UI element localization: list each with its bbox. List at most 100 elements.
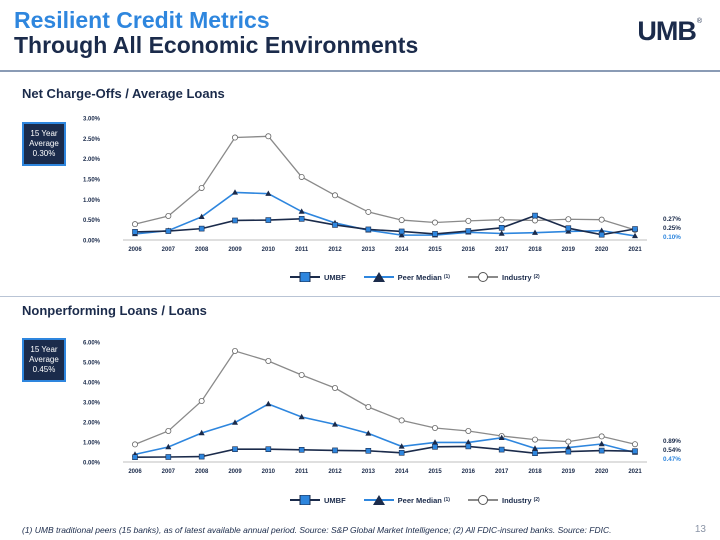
chart1-umbf-point [132,229,138,235]
chart1-x-tick-label: 2007 [162,247,176,253]
footnote: (1) UMB traditional peers (15 banks), as… [22,525,612,535]
chart1-callout-value: 0.30% [32,149,56,158]
chart1-umbf-point [232,217,238,224]
chart1-umbf-point [332,222,338,228]
chart2-umbf-point [398,450,405,456]
chart2-legend-peer-note: (1) [443,497,450,503]
chart2-x-tick-label: 2018 [528,469,542,475]
legend-umbf-square-icon [290,495,320,505]
chart2-series-industry-line [134,350,636,446]
chart2-peer-point [298,413,305,420]
chart1-industry-point [331,192,338,199]
chart1-x-tick-label: 2017 [495,247,509,253]
chart1-x-tick-label: 2014 [395,247,409,253]
chart1-y-tick-label: 1.00% [83,198,101,204]
chart1-peer-point [598,227,605,233]
chart1-x-tick-label: 2020 [595,247,609,253]
chart2-industry-point [632,441,639,448]
chart2-umbf-point [165,454,172,460]
chart2-y-tick-label: 3.00% [83,401,101,407]
chart2-y-tick-label: 5.00% [83,361,101,367]
chart1-legend: UMBF Peer Median (1) Industry (2) [290,272,558,282]
chart2-x-tick-label: 2015 [428,469,442,475]
chart1-legend-umbf: UMBF [290,272,346,282]
chart1-callout-line2: Average [29,139,59,148]
chart1-y-tick-label: 2.50% [83,137,101,143]
chart2-industry-point [465,428,472,435]
chart2-x-tick-label: 2012 [328,469,342,475]
chart2-y-tick-label: 0.00% [83,461,101,467]
chart1-umbf-point [632,226,638,232]
umb-logo: UMB ® [637,16,702,46]
chart1-legend-industry-note: (2) [533,274,540,280]
chart2-industry-point [131,441,138,448]
page-title: Resilient Credit Metrics Through All Eco… [14,8,418,58]
chart2-industry-point [398,417,405,424]
chart2-industry-point [598,433,605,440]
chart2-umbf-point [532,450,538,456]
chart2-legend-umbf-label: UMBF [324,495,346,505]
chart1-title: Net Charge-Offs / Average Loans [22,86,225,101]
chart2-legend-peer-label: Peer Median [397,495,442,505]
chart2-umbf-point [265,446,272,452]
chart1-peer-point [232,189,238,195]
chart2-legend-peer: Peer Median (1) [363,495,450,505]
chart2-umbf-point [432,444,438,450]
chart1-series-umbf-line [134,214,636,236]
chart2-average-callout: 15 Year Average 0.45% [22,338,66,382]
legend-industry-circle-icon [467,272,498,282]
chart1-umbf-point [365,226,372,233]
chart2-y-tick-label: 4.00% [83,381,101,387]
chart1-series-industry-line [134,135,636,231]
chart1-industry-point [198,184,205,191]
chart1-industry-point [265,133,272,140]
chart1-y-tick-label: 3.00% [83,117,101,123]
chart2-legend-industry-label: Industry [501,495,532,505]
chart2-umbf-point [198,453,205,460]
legend-industry-circle-icon [467,495,498,505]
chart1-legend-umbf-label: UMBF [324,272,346,282]
chart1-industry-point [465,217,472,224]
chart1-industry-point [131,221,138,228]
chart1-peer-point [265,190,272,196]
chart1-peer-point [298,208,305,214]
chart2-umbf-point [598,447,605,454]
chart1-y-tick-label: 0.00% [83,239,101,245]
chart1-umbf-point [598,231,605,238]
chart2-callout-line2: Average [29,355,59,364]
chart1-industry-point [431,219,438,226]
chart1-x-tick-label: 2006 [128,247,142,253]
chart1-end-label: 0.27% [663,216,681,223]
chart2-industry-point [365,404,372,411]
chart2-industry-point [165,428,172,435]
chart2-industry-point [198,398,205,405]
chart2-series-umbf-line [134,445,636,458]
chart1-callout-line1: 15 Year [30,129,58,138]
chart2-x-tick-label: 2008 [195,469,209,475]
chart2-x-tick-label: 2006 [128,469,142,475]
chart2-x-tick-label: 2020 [595,469,609,475]
chart1-peer-point [398,231,405,238]
chart1-legend-industry-label: Industry [501,272,532,282]
logo-registered-mark: ® [696,18,702,25]
chart2-industry-point [532,436,539,443]
legend-peer-triangle-icon [363,272,394,282]
chart1-x-tick-label: 2013 [362,247,376,253]
chart2-peer-point [232,419,238,425]
chart2-umbf-point [298,447,305,453]
chart2-industry-point [298,372,305,379]
chart2-peer-point [432,439,438,445]
chart2-callout-line1: 15 Year [30,345,58,354]
chart1-industry-point [298,173,305,180]
chart1-umbf-point [198,225,205,232]
chart2-industry-point [431,425,438,432]
chart1-legend-peer-label: Peer Median [397,272,442,282]
chart1-peer-point [198,213,205,220]
chart1-industry-point [498,216,505,223]
chart2-end-label: 0.47% [663,456,681,463]
chart1-y-tick-label: 1.50% [83,178,101,184]
chart1-industry-point [398,217,405,224]
chart2-x-tick-label: 2010 [262,469,276,475]
chart1-end-label: 0.25% [663,225,681,232]
chart1-umbf-point [532,212,538,219]
